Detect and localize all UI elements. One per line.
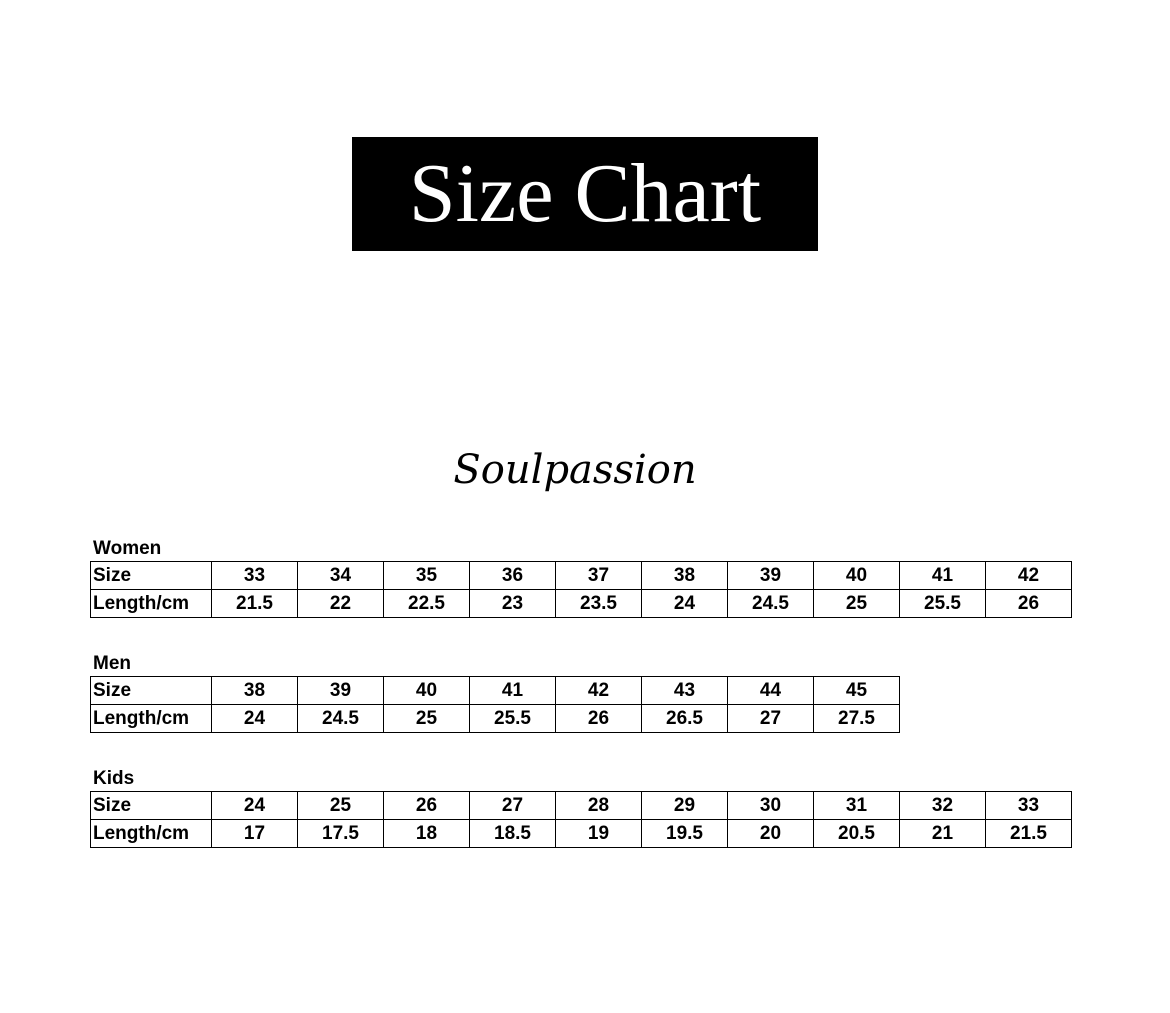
row-label: Size — [90, 676, 212, 705]
length-cell: 23 — [469, 589, 556, 618]
length-cell: 26.5 — [641, 704, 728, 733]
length-cell: 24 — [211, 704, 298, 733]
length-cell: 24 — [641, 589, 728, 618]
size-cell: 42 — [985, 561, 1072, 590]
size-cell: 38 — [211, 676, 298, 705]
length-cell: 25.5 — [469, 704, 556, 733]
length-cell: 26 — [985, 589, 1072, 618]
size-cell: 26 — [383, 791, 470, 820]
size-cell: 43 — [641, 676, 728, 705]
length-cell: 17 — [211, 819, 298, 848]
size-cell: 44 — [727, 676, 814, 705]
length-cell: 27.5 — [813, 704, 900, 733]
size-cell: 40 — [383, 676, 470, 705]
size-cell: 37 — [555, 561, 642, 590]
size-cell: 33 — [211, 561, 298, 590]
svg-text:Soulpassion: Soulpassion — [453, 447, 696, 493]
size-cell: 30 — [727, 791, 814, 820]
brand-logo: Soulpassion — [453, 447, 696, 493]
size-cell: 34 — [297, 561, 384, 590]
length-cell: 20.5 — [813, 819, 900, 848]
row-label: Size — [90, 791, 212, 820]
table-row: Size 24 25 26 27 28 29 30 31 32 33 — [90, 791, 1072, 820]
size-cell: 31 — [813, 791, 900, 820]
length-cell: 20 — [727, 819, 814, 848]
length-cell: 25 — [383, 704, 470, 733]
size-cell: 27 — [469, 791, 556, 820]
length-cell: 22.5 — [383, 589, 470, 618]
size-cell: 39 — [727, 561, 814, 590]
length-cell: 21 — [899, 819, 986, 848]
length-cell: 27 — [727, 704, 814, 733]
table-row: Size 33 34 35 36 37 38 39 40 41 42 — [90, 561, 1072, 590]
row-label: Size — [90, 561, 212, 590]
men-section: Men Size 38 39 40 41 42 43 44 45 Length/cm 24 24.5 25… — [90, 652, 900, 733]
length-cell: 18 — [383, 819, 470, 848]
size-cell: 28 — [555, 791, 642, 820]
length-cell: 26 — [555, 704, 642, 733]
length-cell: 19 — [555, 819, 642, 848]
length-cell: 22 — [297, 589, 384, 618]
length-cell: 25 — [813, 589, 900, 618]
kids-section: Kids Size 24 25 26 27 28 29 30 31 32 33 Length/cm 17 1… — [90, 767, 1072, 848]
row-label: Length/cm — [90, 589, 212, 618]
row-label: Length/cm — [90, 819, 212, 848]
women-section: Women Size 33 34 35 36 37 38 39 40 41 42 Length/cm 21… — [90, 537, 1072, 618]
size-cell: 42 — [555, 676, 642, 705]
size-cell: 29 — [641, 791, 728, 820]
length-cell: 25.5 — [899, 589, 986, 618]
size-cell: 35 — [383, 561, 470, 590]
length-cell: 23.5 — [555, 589, 642, 618]
section-title: Kids — [93, 768, 135, 789]
size-cell: 25 — [297, 791, 384, 820]
size-cell: 39 — [297, 676, 384, 705]
length-cell: 17.5 — [297, 819, 384, 848]
size-cell: 36 — [469, 561, 556, 590]
table-row: Length/cm 21.5 22 22.5 23 23.5 24 24.5 25 25.5 26 — [90, 589, 1072, 618]
size-cell: 33 — [985, 791, 1072, 820]
length-cell: 19.5 — [641, 819, 728, 848]
size-cell: 24 — [211, 791, 298, 820]
size-cell: 38 — [641, 561, 728, 590]
size-cell: 41 — [899, 561, 986, 590]
table-row: Size 38 39 40 41 42 43 44 45 — [90, 676, 900, 705]
length-cell: 18.5 — [469, 819, 556, 848]
size-cell: 41 — [469, 676, 556, 705]
section-title: Women — [93, 538, 162, 559]
size-cell: 40 — [813, 561, 900, 590]
size-cell: 32 — [899, 791, 986, 820]
length-cell: 24.5 — [727, 589, 814, 618]
size-table: Size 24 25 26 27 28 29 30 31 32 33 Length/cm 17 17.5 1… — [90, 791, 1072, 848]
size-table: Size 33 34 35 36 37 38 39 40 41 42 Length/cm 21.5 22 2… — [90, 561, 1072, 618]
table-row: Length/cm 17 17.5 18 18.5 19 19.5 20 20.5 21 21.5 — [90, 819, 1072, 848]
length-cell: 21.5 — [211, 589, 298, 618]
row-label: Length/cm — [90, 704, 212, 733]
length-cell: 24.5 — [297, 704, 384, 733]
section-title: Men — [93, 653, 131, 674]
size-cell: 45 — [813, 676, 900, 705]
length-cell: 21.5 — [985, 819, 1072, 848]
size-table: Size 38 39 40 41 42 43 44 45 Length/cm 24 24.5 25 25.… — [90, 676, 900, 733]
table-row: Length/cm 24 24.5 25 25.5 26 26.5 27 27.5 — [90, 704, 900, 733]
page-title: Size Chart — [352, 137, 818, 251]
